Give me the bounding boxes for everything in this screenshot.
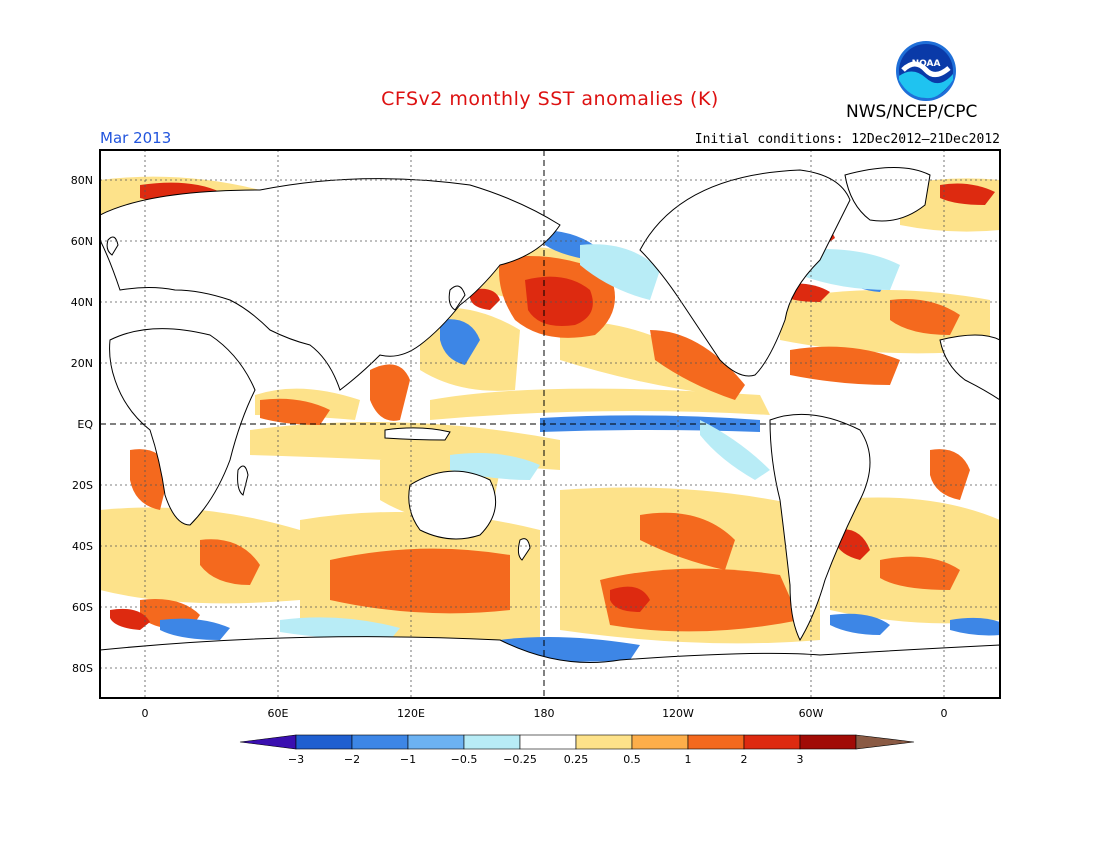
- colorbar-segment: [295, 734, 353, 750]
- map-area: [100, 150, 1000, 698]
- colorbar-segment: [631, 734, 689, 750]
- longitude-axis: 0 60E 120E 180 120W 60W 0: [142, 707, 948, 720]
- lon-label: 60E: [268, 707, 289, 720]
- noaa-logo: NOAA: [895, 40, 957, 102]
- colorbar-arrow-max: [855, 734, 915, 750]
- continent-africa-west: [939, 334, 1000, 401]
- colorbar-tick-label: −2: [344, 753, 360, 766]
- initial-conditions-label: Initial conditions: 12Dec2012–21Dec2012: [694, 132, 1000, 147]
- colorbar-tick-label: 0.25: [564, 753, 589, 766]
- logo-text: NOAA: [912, 59, 941, 69]
- longitude-gridlines: [144, 150, 945, 698]
- colorbar-segment: [575, 734, 633, 750]
- colorbar-segment: [519, 734, 577, 750]
- colorbar-segment: [351, 734, 409, 750]
- colorbar-tick-label: 3: [797, 753, 804, 766]
- continent-americas-south: [769, 413, 871, 642]
- continent-europe-asia: [100, 178, 561, 391]
- continent-africa: [109, 328, 256, 526]
- continent-americas-north: [639, 169, 851, 377]
- colorbar-segment: [743, 734, 801, 750]
- colorbar-segment: [687, 734, 745, 750]
- lon-label: 0: [941, 707, 948, 720]
- lon-label: 120W: [662, 707, 694, 720]
- colorbar-tick-label: −1: [400, 753, 416, 766]
- agency-label: NWS/NCEP/CPC: [846, 102, 978, 122]
- lat-label: 60N: [71, 235, 93, 248]
- colorbar-tick-label: −0.5: [451, 753, 478, 766]
- map-frame: [99, 149, 1001, 699]
- latitude-axis: 80N 60N 40N 20N EQ 20S 40S 60S 80S: [71, 174, 94, 675]
- colorbar-arrow-min: [239, 734, 297, 750]
- lon-label: 120E: [397, 707, 425, 720]
- colorbar-tick-label: 2: [741, 753, 748, 766]
- island-indonesia: [384, 427, 451, 441]
- lat-label: 40S: [72, 540, 93, 553]
- colorbar-tick-label: 1: [685, 753, 692, 766]
- forecast-month-label: Mar 2013: [100, 129, 172, 147]
- lat-label: EQ: [77, 418, 93, 431]
- lat-label: 60S: [72, 601, 93, 614]
- map-title: CFSv2 monthly SST anomalies (K): [381, 88, 719, 110]
- colorbar-tick-label: 0.5: [623, 753, 641, 766]
- lon-label: 0: [142, 707, 149, 720]
- continent-greenland: [844, 167, 931, 222]
- lat-label: 80N: [71, 174, 93, 187]
- island-new-zealand: [517, 538, 531, 561]
- latitude-gridlines: [100, 179, 1000, 669]
- island-uk: [106, 236, 119, 256]
- lat-label: 40N: [71, 296, 93, 309]
- island-japan: [448, 285, 466, 311]
- lat-label: 80S: [72, 662, 93, 675]
- colorbar-segment: [463, 734, 521, 750]
- continent-antarctica: [100, 636, 1000, 698]
- colorbar-tick-label: −3: [288, 753, 304, 766]
- lat-label: 20N: [71, 357, 93, 370]
- colorbar: −3 −2 −1 −0.5 −0.25 0.25 0.5 1 2 3: [239, 734, 915, 766]
- colorbar-tick-label: −0.25: [503, 753, 537, 766]
- continent-outlines: [100, 167, 1000, 698]
- noaa-logo-icon: NOAA: [896, 41, 956, 101]
- lon-label: 180: [534, 707, 555, 720]
- colorbar-segment: [799, 734, 857, 750]
- lon-label: 60W: [799, 707, 824, 720]
- lat-label: 20S: [72, 479, 93, 492]
- continent-australia: [408, 470, 497, 540]
- colorbar-segment: [407, 734, 465, 750]
